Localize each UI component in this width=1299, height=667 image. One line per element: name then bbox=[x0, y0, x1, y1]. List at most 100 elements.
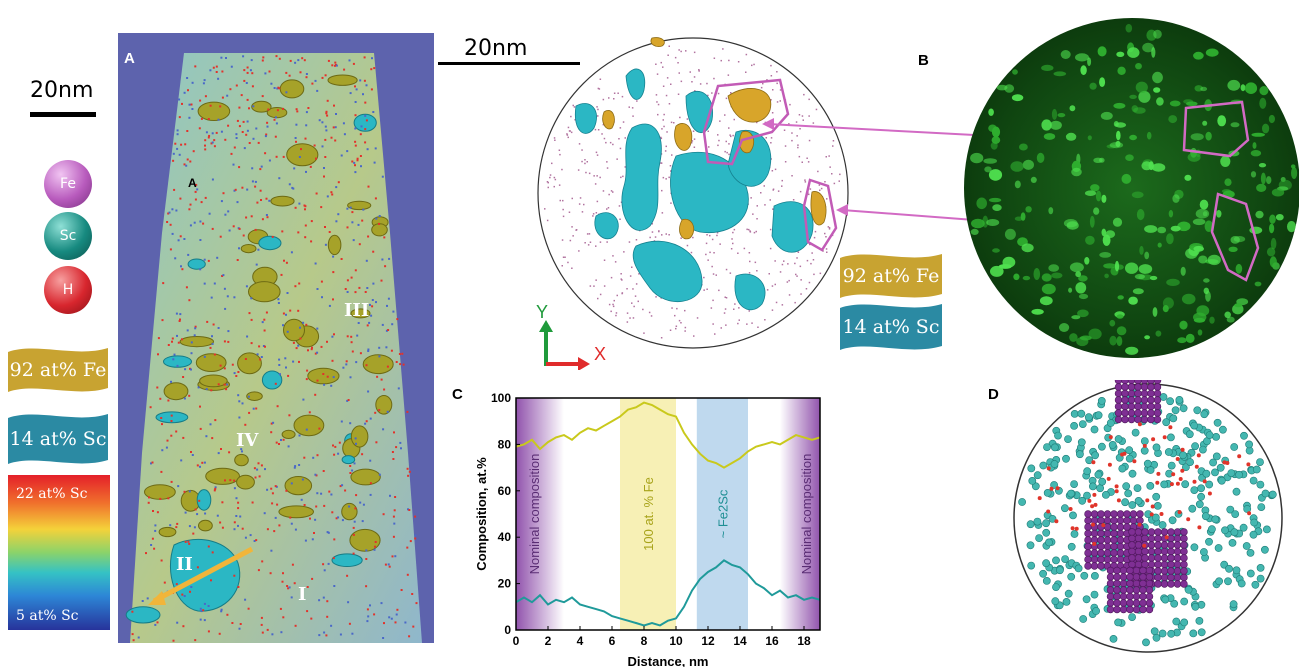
atom-dot bbox=[712, 323, 714, 325]
atom-dot bbox=[251, 180, 254, 183]
fe-precipitate bbox=[270, 195, 295, 207]
fe-atom bbox=[1173, 534, 1182, 543]
atom-dot bbox=[601, 133, 603, 135]
atom-dot bbox=[703, 276, 705, 279]
atom-dot bbox=[610, 276, 613, 279]
atom-dot bbox=[294, 528, 297, 531]
atom-dot bbox=[207, 545, 210, 548]
atom-dot bbox=[612, 305, 615, 308]
atom-dot bbox=[820, 187, 823, 190]
atom-dot bbox=[330, 191, 333, 194]
sc-atom bbox=[1050, 481, 1058, 489]
sc-atom bbox=[1268, 490, 1277, 499]
fe-atom bbox=[1141, 534, 1149, 543]
sc-atom bbox=[1212, 452, 1221, 461]
atom-dot bbox=[264, 345, 266, 348]
atom-dot bbox=[382, 637, 385, 639]
atom-dot bbox=[684, 309, 686, 312]
atom-dot bbox=[355, 442, 357, 445]
atom-dot bbox=[364, 141, 367, 144]
atom-dot bbox=[255, 407, 258, 410]
atom-dot bbox=[347, 399, 350, 401]
micrograph-speckle bbox=[1075, 53, 1089, 62]
atom-dot bbox=[381, 323, 384, 326]
atom-dot bbox=[366, 287, 369, 289]
micrograph-speckle bbox=[1205, 131, 1212, 141]
micrograph-speckle bbox=[1100, 111, 1113, 120]
atom-dot bbox=[299, 326, 301, 329]
atom-dot bbox=[190, 352, 193, 355]
correlation-arrow-1-head-left bbox=[762, 118, 774, 130]
fe-precipitate bbox=[284, 476, 313, 496]
atom-dot bbox=[335, 517, 338, 520]
panel-b-fe-flag-shape bbox=[840, 254, 942, 298]
atom-dot bbox=[684, 326, 687, 329]
atom-dot bbox=[372, 250, 375, 253]
atom-dot bbox=[178, 320, 181, 322]
atom-dot bbox=[828, 227, 831, 229]
atom-dot bbox=[391, 555, 394, 558]
sc-atom bbox=[1128, 501, 1137, 509]
atom-dot bbox=[692, 236, 694, 239]
atom-dot bbox=[655, 63, 657, 65]
atom-dot bbox=[192, 150, 195, 153]
micrograph-speckle bbox=[1259, 86, 1269, 96]
fe-atom bbox=[1119, 586, 1128, 594]
atom-dot bbox=[380, 378, 383, 381]
atom-dot bbox=[351, 160, 354, 163]
sc-precipitate bbox=[574, 103, 597, 134]
sc-atom bbox=[1090, 425, 1099, 434]
micrograph-speckle bbox=[1116, 326, 1127, 336]
micrograph-speckle bbox=[1184, 174, 1192, 181]
atom-dot bbox=[391, 323, 394, 326]
atom-dot bbox=[260, 199, 262, 201]
atom-dot bbox=[383, 388, 386, 391]
fe-atom bbox=[1145, 579, 1154, 588]
sc-atom bbox=[1201, 512, 1210, 521]
sc-atom bbox=[1217, 476, 1226, 485]
atom-dot bbox=[227, 124, 230, 127]
atom-dot bbox=[599, 241, 602, 243]
atom-dot bbox=[366, 324, 369, 327]
atom-dot bbox=[239, 623, 242, 625]
atom-dot bbox=[297, 344, 300, 347]
atom-dot bbox=[219, 105, 222, 108]
micrograph-speckle bbox=[1101, 194, 1107, 203]
atom-dot bbox=[147, 501, 150, 504]
sc-colorbar bbox=[8, 475, 110, 630]
fe-precipitate bbox=[327, 234, 342, 256]
atom-dot bbox=[388, 616, 391, 619]
fe-precipitate bbox=[240, 244, 257, 254]
atom-dot bbox=[606, 241, 608, 243]
atom-dot bbox=[386, 304, 388, 307]
micrograph-speckle bbox=[1177, 337, 1187, 344]
atom-dot bbox=[655, 94, 658, 96]
sc-atom bbox=[1199, 548, 1208, 556]
fe-atom bbox=[1114, 409, 1123, 417]
atom-dot bbox=[241, 186, 244, 189]
fe-atom bbox=[1119, 592, 1128, 601]
fe-precipitate bbox=[281, 429, 296, 439]
fe-atom bbox=[1167, 528, 1175, 536]
atom-dot bbox=[606, 161, 608, 163]
h-atom bbox=[1159, 512, 1164, 516]
sc-atom bbox=[1114, 618, 1122, 627]
atom-dot bbox=[249, 69, 252, 72]
atom-dot bbox=[160, 470, 163, 473]
fe-precipitate bbox=[205, 467, 240, 485]
atom-dot bbox=[254, 476, 257, 479]
micrograph-speckle bbox=[1170, 225, 1181, 232]
atom-dot bbox=[677, 62, 679, 64]
atom-dot bbox=[717, 134, 719, 136]
atom-dot bbox=[333, 538, 336, 541]
atom-dot bbox=[240, 448, 243, 451]
atom-dot bbox=[562, 215, 565, 218]
fe-atom bbox=[1134, 554, 1143, 562]
sc-precipitate bbox=[258, 235, 282, 251]
atom-dot bbox=[358, 243, 361, 246]
sc-precipitate bbox=[734, 273, 766, 311]
fe-atom bbox=[1173, 567, 1182, 575]
micrograph-speckle bbox=[1209, 316, 1215, 324]
atom-dot bbox=[214, 419, 217, 422]
atom-dot bbox=[348, 622, 351, 625]
